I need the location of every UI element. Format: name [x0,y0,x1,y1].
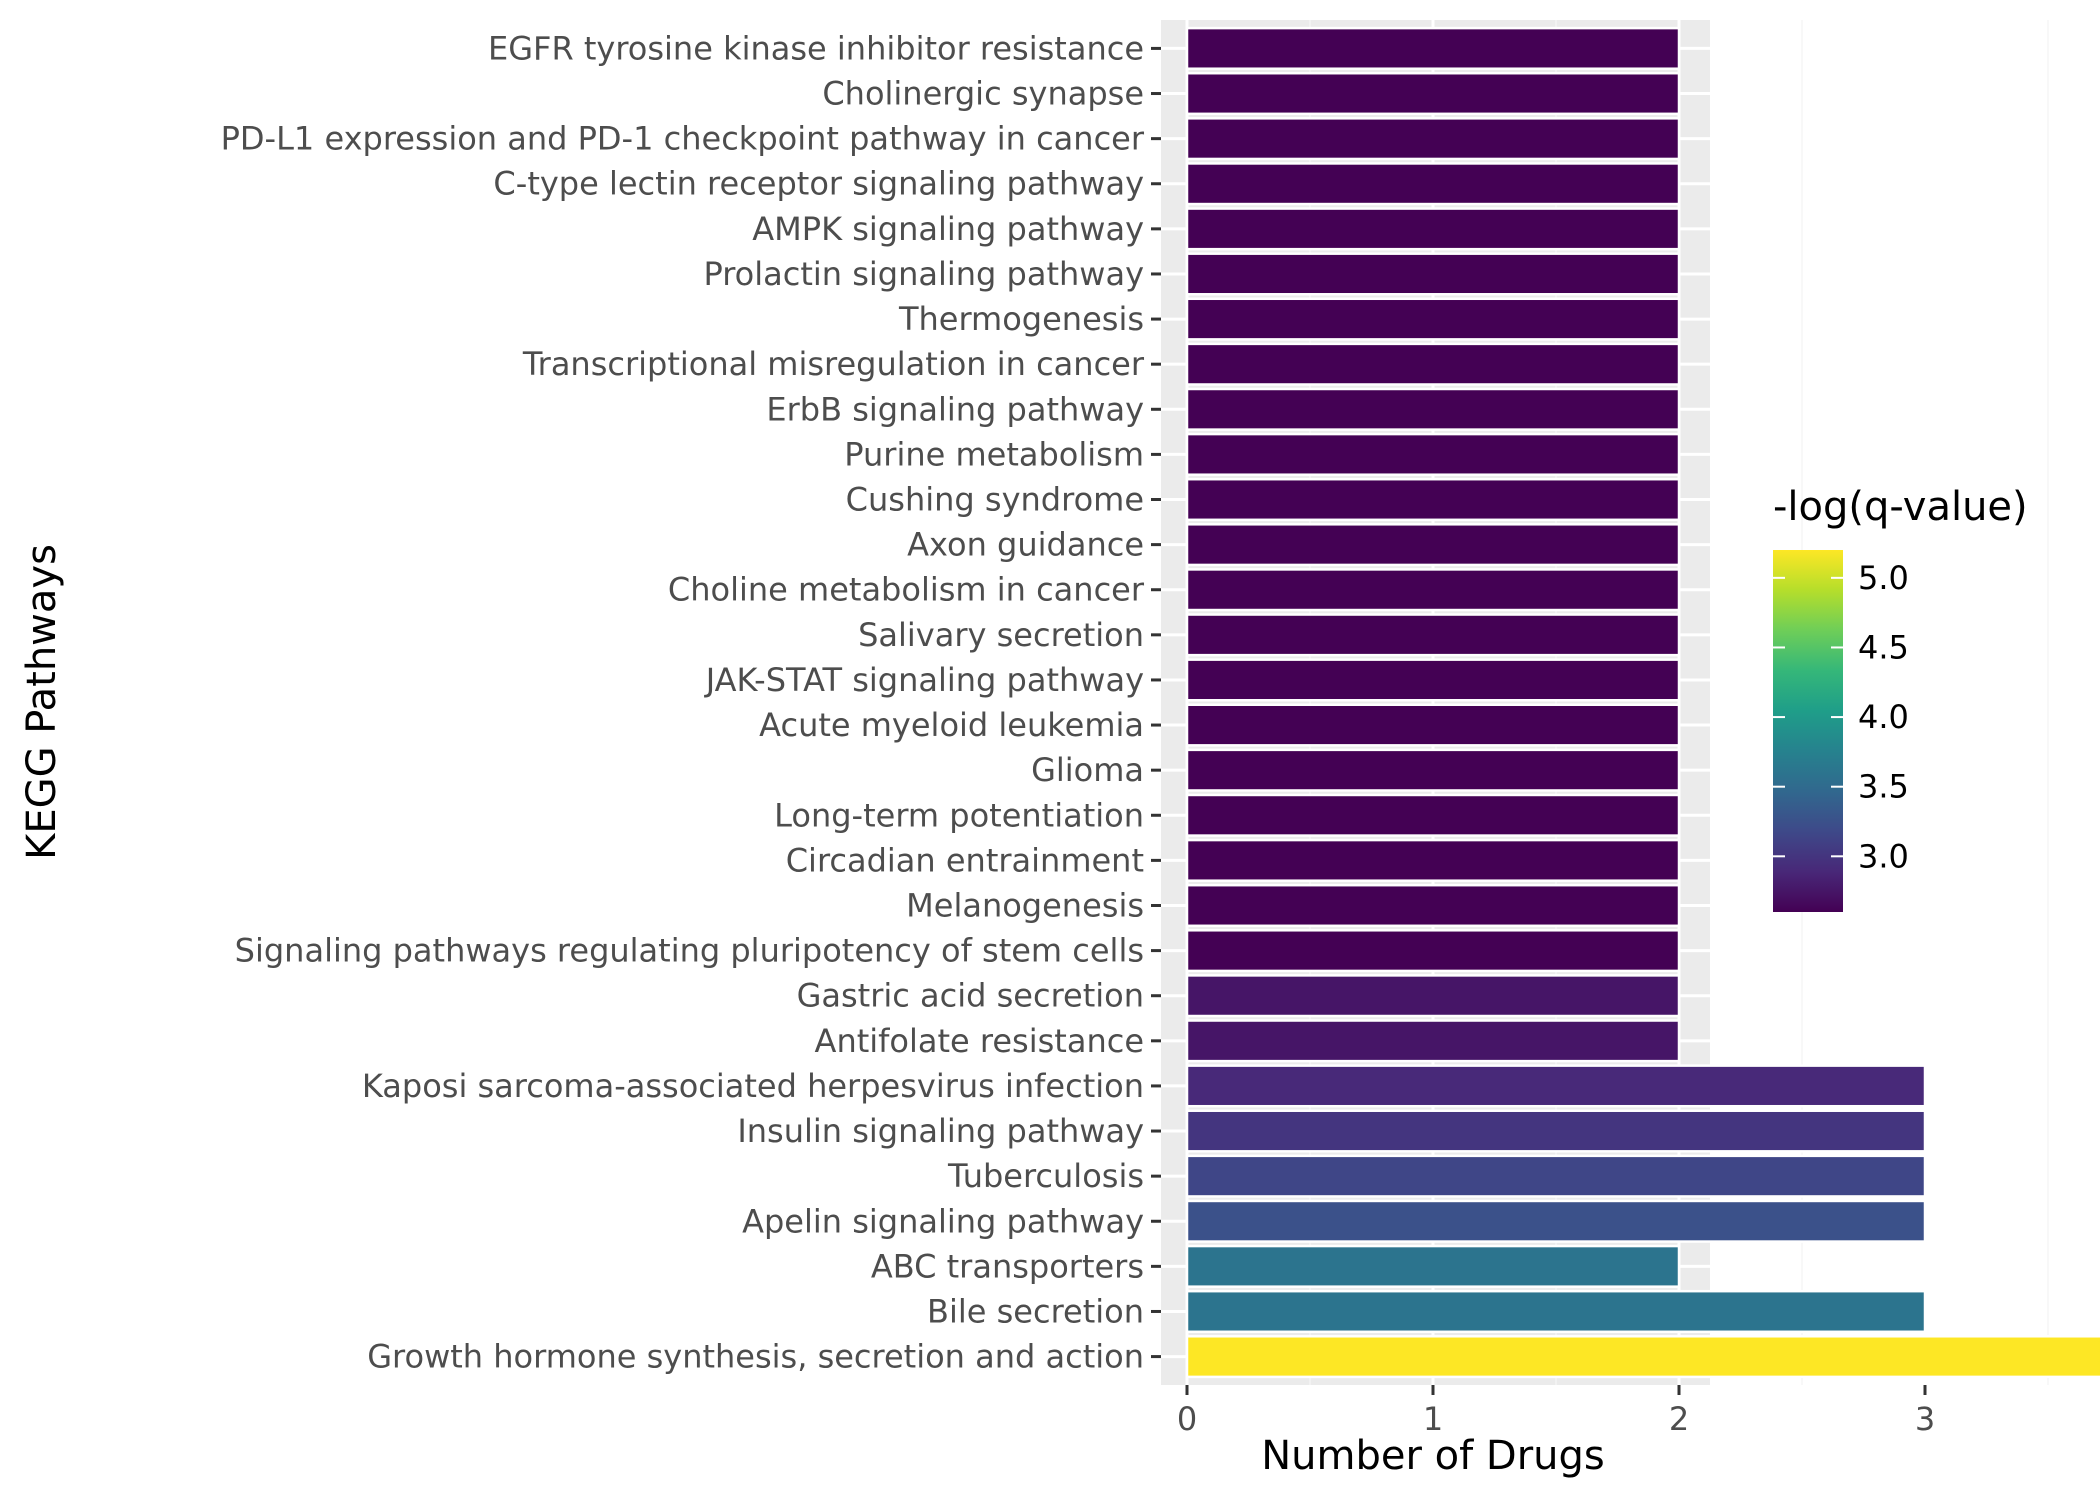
color-legend: -log(q-value) 5.0 4.5 4.0 3.5 3.0 [1773,484,2028,912]
bar [1185,117,1681,161]
y-tick-label: Long-term potentiation [774,796,1144,834]
y-tick-label: Apelin signaling pathway [742,1202,1144,1240]
bar [1185,342,1681,386]
y-tick-label: JAK-STAT signaling pathway [704,661,1144,699]
bar [1185,252,1681,296]
bar [1185,162,1681,206]
y-tick-label: C-type lectin receptor signaling pathway [493,165,1144,203]
y-tick-label: Transcriptional misregulation in cancer [522,345,1145,383]
bar [1185,748,1681,792]
bar [1185,71,1681,116]
bar [1185,477,1681,522]
y-tick-label: Cholinergic synapse [822,75,1144,113]
y-axis-title: KEGG Pathways [19,544,65,860]
bar [1185,1154,1927,1198]
bar [1185,1289,1927,1334]
y-tick-label: Cushing syndrome [846,481,1144,519]
legend-title: -log(q-value) [1773,484,2028,530]
x-tick-label: 0 [1177,1400,1197,1438]
bar [1185,883,1681,928]
bar [1185,1335,2100,1379]
bar [1185,297,1681,341]
y-tick-label: Signaling pathways regulating pluripoten… [235,932,1144,970]
y-tick-label: Tuberculosis [947,1157,1144,1195]
bar [1185,1199,1927,1243]
bar [1185,929,1681,973]
colorbar-tick-label: 3.0 [1858,837,1909,875]
y-tick-label: Gastric acid secretion [797,977,1144,1015]
bar [1185,1064,1927,1108]
y-tick-label: PD-L1 expression and PD-1 checkpoint pat… [221,120,1145,158]
bar [1185,1244,1681,1288]
x-axis-title: Number of Drugs [1261,1433,1605,1479]
bar [1185,1109,1927,1153]
y-tick-label: Prolactin signaling pathway [703,255,1144,293]
bar [1185,568,1681,612]
y-tick-label: Acute myeloid leukemia [759,706,1144,744]
bar [1185,1019,1681,1063]
colorbar-tick-label: 3.5 [1858,768,1909,806]
bar [1185,613,1681,657]
bar [1185,658,1681,702]
colorbar-tick-label: 4.0 [1858,698,1909,736]
bar [1185,703,1681,747]
y-tick-label: Kaposi sarcoma-associated herpesvirus in… [362,1067,1144,1105]
bar [1185,974,1681,1018]
y-tick-label: Thermogenesis [898,300,1144,338]
colorbar [1773,550,1843,912]
y-tick-label: Bile secretion [927,1292,1144,1330]
colorbar-tick-label: 4.5 [1858,628,1909,666]
x-tick-label: 1 [1423,1400,1443,1438]
bar [1185,523,1681,567]
y-tick-label: ABC transporters [871,1247,1144,1285]
bar [1185,793,1681,837]
x-tick-label: 3 [1915,1400,1935,1438]
y-tick-label: Purine metabolism [844,435,1144,473]
bar [1185,838,1681,882]
y-tick-label: Insulin signaling pathway [737,1112,1144,1150]
y-tick-label: Choline metabolism in cancer [668,571,1145,609]
x-tick-label: 2 [1669,1400,1689,1438]
y-tick-label: Circadian entrainment [786,841,1144,879]
y-tick-label: Antifolate resistance [815,1022,1144,1060]
bar [1185,207,1681,251]
bar [1185,387,1681,431]
bar [1185,26,1681,70]
y-tick-label: Axon guidance [907,526,1144,564]
bar [1185,432,1681,476]
colorbar-tick-label: 5.0 [1858,559,1909,597]
y-tick-label: Salivary secretion [858,616,1144,654]
y-tick-label: AMPK signaling pathway [752,210,1144,248]
y-tick-label: Glioma [1031,751,1144,789]
y-tick-label: EGFR tyrosine kinase inhibitor resistanc… [488,29,1144,67]
y-tick-label: ErbB signaling pathway [766,390,1144,428]
y-tick-label: Growth hormone synthesis, secretion and … [367,1338,1144,1376]
y-tick-label: Melanogenesis [906,886,1144,924]
